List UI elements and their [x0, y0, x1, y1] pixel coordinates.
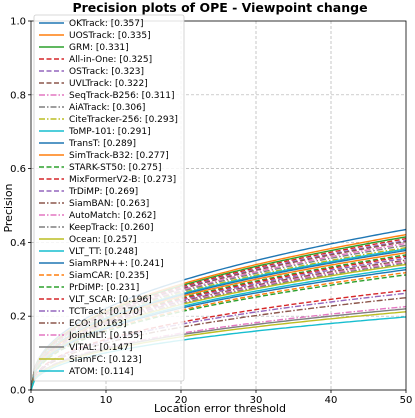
legend-box: [33, 14, 185, 382]
y-tick-label: 1.0: [10, 17, 26, 28]
plot-area: [30, 20, 407, 391]
legend-label: JointNLT: [0.155]: [68, 331, 143, 341]
legend-label: SiamFC: [0.123]: [69, 355, 142, 365]
series-line-22: [30, 272, 407, 391]
legend-label: UOSTrack: [0.335]: [69, 31, 151, 41]
x-tick-label: 40: [325, 395, 338, 406]
legend-label: SimTrack-B32: [0.277]: [69, 151, 169, 161]
legend-label: AiATrack: [0.306]: [69, 103, 145, 113]
y-tick-label: 0.2: [10, 312, 26, 323]
legend-label: STARK-ST50: [0.275]: [69, 163, 161, 173]
legend: OKTrack: [0.357] UOSTrack: [0.335] GRM: [0…: [33, 14, 185, 382]
x-tick-label: 30: [250, 395, 263, 406]
series-line-8: [30, 244, 407, 391]
legend-label: OSTrack: [0.323]: [69, 67, 144, 77]
legend-label: PrDiMP: [0.231]: [69, 283, 139, 293]
legend-label: TrDiMP: [0.269]: [68, 187, 138, 197]
legend-label: SiamRPN++: [0.241]: [69, 259, 164, 269]
legend-label: ATOM: [0.114]: [69, 367, 134, 377]
legend-label: SiamBAN: [0.263]: [69, 199, 149, 209]
legend-label: MixFormerV2-B: [0.273]: [69, 175, 176, 185]
legend-label: GRM: [0.331]: [69, 43, 129, 53]
legend-label: ToMP-101: [0.291]: [68, 127, 151, 137]
x-axis-title: Location error threshold: [154, 402, 286, 415]
legend-label: TCTrack: [0.170]: [68, 307, 143, 317]
x-tick-label: 20: [175, 395, 188, 406]
y-tick-label: 0.6: [10, 164, 26, 175]
x-tick-label: 10: [100, 395, 113, 406]
legend-label: Ocean: [0.257]: [69, 235, 136, 245]
y-axis-title: Precision: [2, 183, 15, 232]
legend-label: CiteTracker-256: [0.293]: [69, 115, 178, 125]
y-tick-label: 0.4: [10, 238, 26, 249]
legend-label: TransT: [0.289]: [68, 139, 136, 149]
axis-ticks: 0 10 20 30 40 50 0.0 0.2 0.4 0.6 0.8 1.0: [10, 17, 412, 407]
y-tick-label: 0.0: [10, 386, 26, 397]
legend-label: OKTrack: [0.357]: [69, 19, 144, 29]
legend-label: UVLTrack: [0.322]: [69, 79, 148, 89]
legend-label: VLT_TT: [0.248]: [69, 247, 137, 257]
x-tick-label: 50: [400, 395, 413, 406]
legend-label: SeqTrack-B256: [0.311]: [69, 91, 174, 101]
series-line-7: [30, 242, 407, 391]
chart-title: Precision plots of OPE - Viewpoint chang…: [72, 0, 367, 15]
legend-label: ECO: [0.163]: [69, 319, 127, 329]
x-tick-label: 0: [28, 395, 34, 406]
legend-label: KeepTrack: [0.260]: [69, 223, 153, 233]
legend-label: All-in-One: [0.325]: [69, 55, 152, 65]
legend-label: SiamCAR: [0.235]: [69, 271, 149, 281]
legend-label: AutoMatch: [0.262]: [69, 211, 156, 221]
legend-label: VLT_SCAR: [0.196]: [69, 295, 152, 305]
y-tick-label: 0.8: [10, 90, 26, 101]
legend-label: VITAL: [0.147]: [69, 343, 132, 353]
